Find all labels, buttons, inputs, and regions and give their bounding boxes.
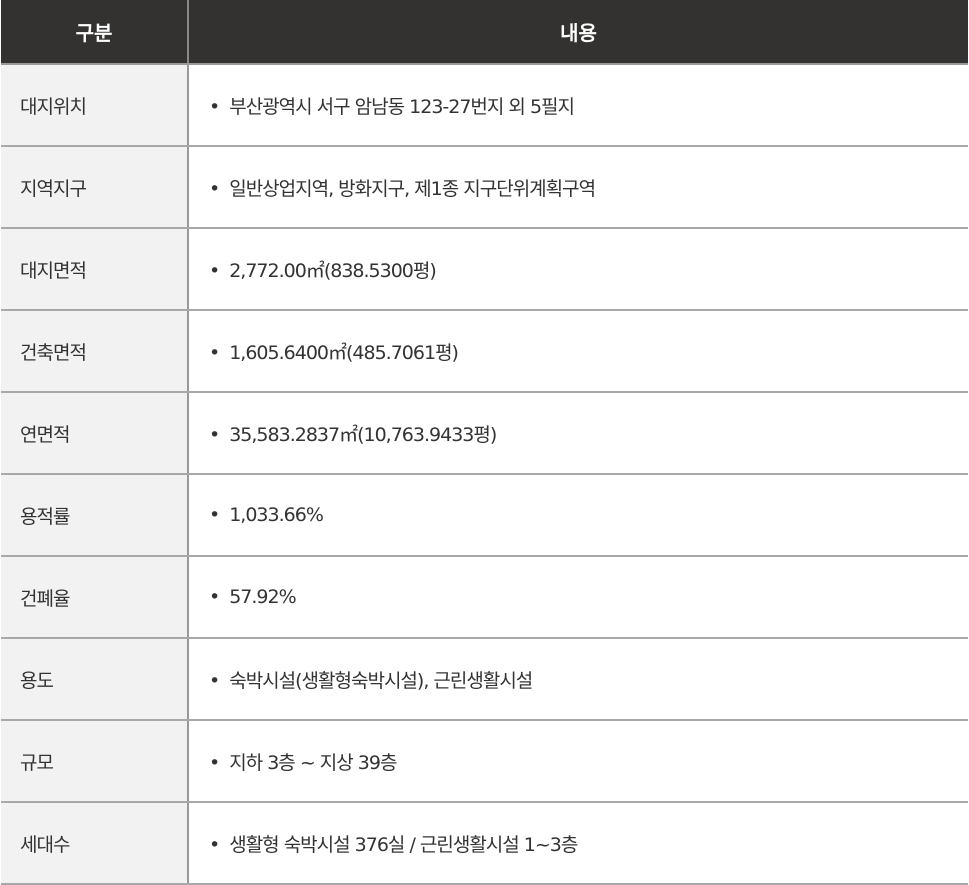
bullet-icon: • (209, 833, 220, 856)
row-value-text: 2,772.00㎡(838.5300평) (229, 259, 437, 282)
row-label: 규모 (1, 720, 189, 803)
bullet-icon: • (209, 669, 220, 692)
row-label: 용도 (1, 638, 189, 721)
header-row: 구분 내용 (1, 0, 968, 65)
row-label: 연면적 (1, 392, 189, 475)
bullet-icon: • (209, 341, 220, 364)
table-row: 대지위치 • 부산광역시 서구 암남동 123-27번지 외 5필지 (1, 64, 968, 147)
row-value: • 지하 3층 ~ 지상 39층 (188, 720, 968, 803)
row-value-text: 지하 3층 ~ 지상 39층 (229, 751, 397, 774)
row-value: • 57.92% (188, 556, 968, 639)
bullet-icon: • (209, 177, 220, 200)
table-row: 연면적 • 35,583.2837㎡(10,763.9433평) (1, 392, 968, 475)
table-row: 용적률 • 1,033.66% (1, 474, 968, 557)
row-value: • 2,772.00㎡(838.5300평) (188, 228, 968, 311)
row-label: 대지면적 (1, 228, 189, 311)
row-value-text: 숙박시설(생활형숙박시설), 근린생활시설 (229, 669, 533, 692)
row-value: • 숙박시설(생활형숙박시설), 근린생활시설 (188, 638, 968, 721)
table-row: 건폐율 • 57.92% (1, 556, 968, 639)
table-row: 지역지구 • 일반상업지역, 방화지구, 제1종 지구단위계획구역 (1, 146, 968, 229)
row-value-text: 일반상업지역, 방화지구, 제1종 지구단위계획구역 (229, 177, 596, 200)
row-label: 용적률 (1, 474, 189, 557)
row-value-text: 1,033.66% (229, 504, 324, 526)
row-label: 대지위치 (1, 64, 189, 147)
row-value-text: 35,583.2837㎡(10,763.9433평) (229, 423, 497, 446)
bullet-icon: • (209, 259, 220, 282)
row-value-text: 생활형 숙박시설 376실 / 근린생활시설 1~3층 (229, 833, 578, 856)
header-category: 구분 (1, 0, 189, 65)
row-label: 지역지구 (1, 146, 189, 229)
bullet-icon: • (209, 504, 220, 526)
bullet-icon: • (209, 751, 220, 774)
row-label: 세대수 (1, 802, 189, 885)
header-content: 내용 (188, 0, 968, 65)
table-row: 용도 • 숙박시설(생활형숙박시설), 근린생활시설 (1, 638, 968, 721)
row-value: • 일반상업지역, 방화지구, 제1종 지구단위계획구역 (188, 146, 968, 229)
row-value: • 1,605.6400㎡(485.7061평) (188, 310, 968, 393)
row-value: • 생활형 숙박시설 376실 / 근린생활시설 1~3층 (188, 802, 968, 885)
row-label: 건폐율 (1, 556, 189, 639)
row-value: • 35,583.2837㎡(10,763.9433평) (188, 392, 968, 475)
table-row: 규모 • 지하 3층 ~ 지상 39층 (1, 720, 968, 803)
bullet-icon: • (209, 95, 220, 118)
table-row: 건축면적 • 1,605.6400㎡(485.7061평) (1, 310, 968, 393)
table-row: 세대수 • 생활형 숙박시설 376실 / 근린생활시설 1~3층 (1, 802, 968, 885)
bullet-icon: • (209, 423, 220, 446)
table-row: 대지면적 • 2,772.00㎡(838.5300평) (1, 228, 968, 311)
row-value: • 부산광역시 서구 암남동 123-27번지 외 5필지 (188, 64, 968, 147)
row-value-text: 부산광역시 서구 암남동 123-27번지 외 5필지 (229, 95, 575, 118)
row-value-text: 57.92% (229, 586, 296, 608)
row-value-text: 1,605.6400㎡(485.7061평) (229, 341, 459, 364)
row-value: • 1,033.66% (188, 474, 968, 557)
row-label: 건축면적 (1, 310, 189, 393)
bullet-icon: • (209, 586, 220, 608)
